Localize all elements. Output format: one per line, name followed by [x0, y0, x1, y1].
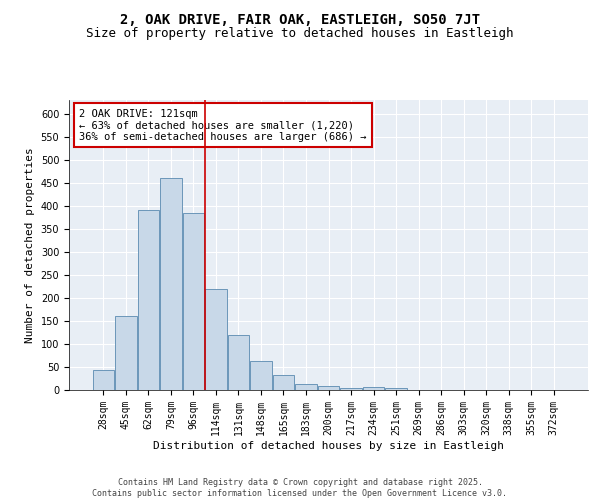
X-axis label: Distribution of detached houses by size in Eastleigh: Distribution of detached houses by size … — [153, 440, 504, 450]
Bar — [92, 370, 114, 390]
Bar — [250, 362, 272, 390]
Bar — [363, 387, 384, 390]
Bar — [228, 335, 249, 390]
Bar — [137, 210, 159, 390]
Text: 2 OAK DRIVE: 121sqm
← 63% of detached houses are smaller (1,220)
36% of semi-det: 2 OAK DRIVE: 121sqm ← 63% of detached ho… — [79, 108, 367, 142]
Bar — [340, 388, 362, 390]
Text: Contains HM Land Registry data © Crown copyright and database right 2025.
Contai: Contains HM Land Registry data © Crown c… — [92, 478, 508, 498]
Y-axis label: Number of detached properties: Number of detached properties — [25, 147, 35, 343]
Bar — [385, 388, 407, 390]
Bar — [160, 178, 182, 390]
Bar — [205, 288, 227, 390]
Text: 2, OAK DRIVE, FAIR OAK, EASTLEIGH, SO50 7JT: 2, OAK DRIVE, FAIR OAK, EASTLEIGH, SO50 … — [120, 12, 480, 26]
Bar — [295, 384, 317, 390]
Bar — [318, 386, 339, 390]
Bar — [273, 376, 294, 390]
Bar — [182, 213, 204, 390]
Text: Size of property relative to detached houses in Eastleigh: Size of property relative to detached ho… — [86, 28, 514, 40]
Bar — [115, 316, 137, 390]
